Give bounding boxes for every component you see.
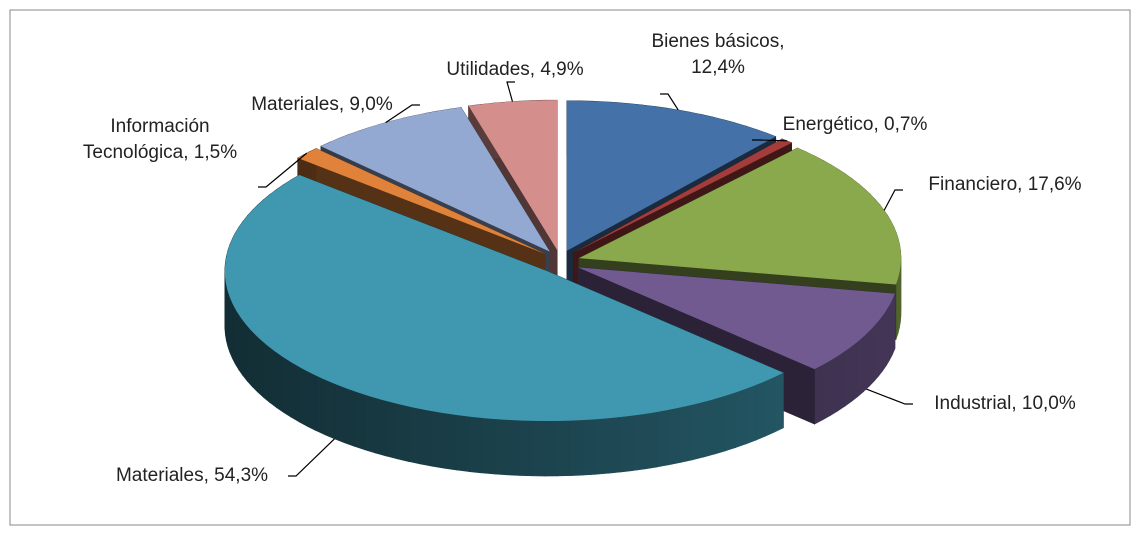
slice-wall: [774, 372, 784, 433]
slice-wall: [765, 376, 775, 437]
slice-wall: [656, 409, 670, 468]
slice-wall: [444, 412, 457, 471]
slice-wall: [582, 418, 596, 476]
slice-wall: [343, 387, 355, 447]
slice-wall: [668, 407, 682, 466]
slice-wall: [844, 345, 852, 407]
slice-wall: [306, 370, 317, 432]
slice-wall: [386, 400, 398, 460]
data-label: Energético, 0,7%: [783, 114, 928, 135]
slice-wall: [830, 355, 839, 416]
slice-wall: [544, 420, 558, 477]
slice-wall: [680, 404, 693, 463]
slice-wall: [724, 392, 737, 452]
slice-wall: [468, 416, 482, 474]
leader-line: [506, 81, 515, 102]
data-label: Información Tecnológica, 1,5%: [83, 116, 237, 163]
slice-wall: [432, 410, 445, 469]
slice-wall: [632, 413, 646, 471]
slice-wall: [886, 303, 891, 367]
slice-wall: [263, 341, 270, 403]
slice-wall: [251, 330, 258, 393]
slice-wall: [276, 351, 284, 413]
slice-wall: [703, 398, 715, 458]
data-label: Industrial, 10,0%: [934, 393, 1076, 414]
data-label: Utilidades, 4,9%: [446, 59, 583, 80]
slice-wall: [607, 416, 621, 474]
slice-wall: [878, 314, 884, 377]
slice-wall: [863, 330, 870, 393]
slice-wall: [714, 395, 726, 455]
leader-line: [288, 438, 335, 477]
slice-wall: [420, 408, 433, 467]
slice-wall: [269, 346, 277, 409]
slice-wall: [283, 356, 292, 418]
slice-wall: [397, 403, 410, 462]
slice-wall: [354, 390, 366, 451]
slice-wall: [246, 325, 253, 388]
slice-wall: [873, 320, 879, 383]
leader-line: [883, 189, 903, 211]
data-label: Materiales, 9,0%: [251, 94, 393, 115]
data-label: Materiales, 54,3%: [116, 465, 268, 486]
slice-wall: [408, 406, 421, 465]
slice-wall: [814, 364, 823, 425]
slice-wall: [882, 309, 887, 372]
slice-wall: [506, 419, 520, 476]
slice-wall: [735, 388, 747, 448]
slice-wall: [691, 401, 704, 461]
slice-wall: [857, 335, 864, 398]
slice: [320, 107, 550, 252]
slice-wall: [298, 366, 308, 427]
slice-wall: [569, 419, 584, 476]
slice-wall: [257, 336, 264, 398]
slice-wall: [229, 297, 233, 359]
slice-wall: [755, 380, 766, 441]
slice-wall: [375, 397, 387, 457]
slice: [566, 100, 776, 251]
slice-wall: [290, 361, 300, 423]
data-label: Bienes básicos, 12,4%: [651, 31, 784, 78]
slice-wall: [238, 313, 244, 377]
slice-wall: [518, 420, 533, 477]
slice-wall: [334, 383, 345, 444]
slice-wall: [745, 384, 757, 445]
slice-wall: [851, 340, 858, 403]
leader-line: [866, 388, 913, 405]
slice-wall: [235, 308, 240, 371]
leader-line: [752, 139, 787, 142]
slice: [578, 147, 901, 285]
slice-wall: [242, 319, 248, 382]
slice-wall: [595, 417, 609, 475]
slice-wall: [531, 420, 545, 477]
slice-wall: [493, 418, 507, 476]
slice-wall: [837, 350, 846, 412]
slice-wall: [889, 299, 893, 360]
slice-wall: [232, 303, 236, 365]
slice-wall: [481, 417, 495, 475]
slice-wall: [456, 414, 470, 472]
leader-line: [660, 93, 679, 111]
slice: [573, 138, 792, 254]
slice-wall: [324, 379, 335, 440]
slice-wall: [868, 325, 875, 388]
slice-wall: [644, 411, 658, 470]
slice-wall: [557, 420, 571, 477]
data-label: Financiero, 17,6%: [928, 174, 1081, 195]
slice: [224, 175, 784, 422]
slice: [468, 100, 558, 251]
slice-wall: [315, 375, 326, 436]
slice-wall: [620, 415, 634, 473]
slice-wall: [822, 359, 831, 421]
slice-wall: [892, 293, 896, 355]
leader-line: [258, 152, 308, 188]
slice: [577, 267, 895, 370]
slice: [297, 148, 546, 254]
leader-line: [385, 104, 420, 124]
slice-wall: [364, 394, 376, 454]
